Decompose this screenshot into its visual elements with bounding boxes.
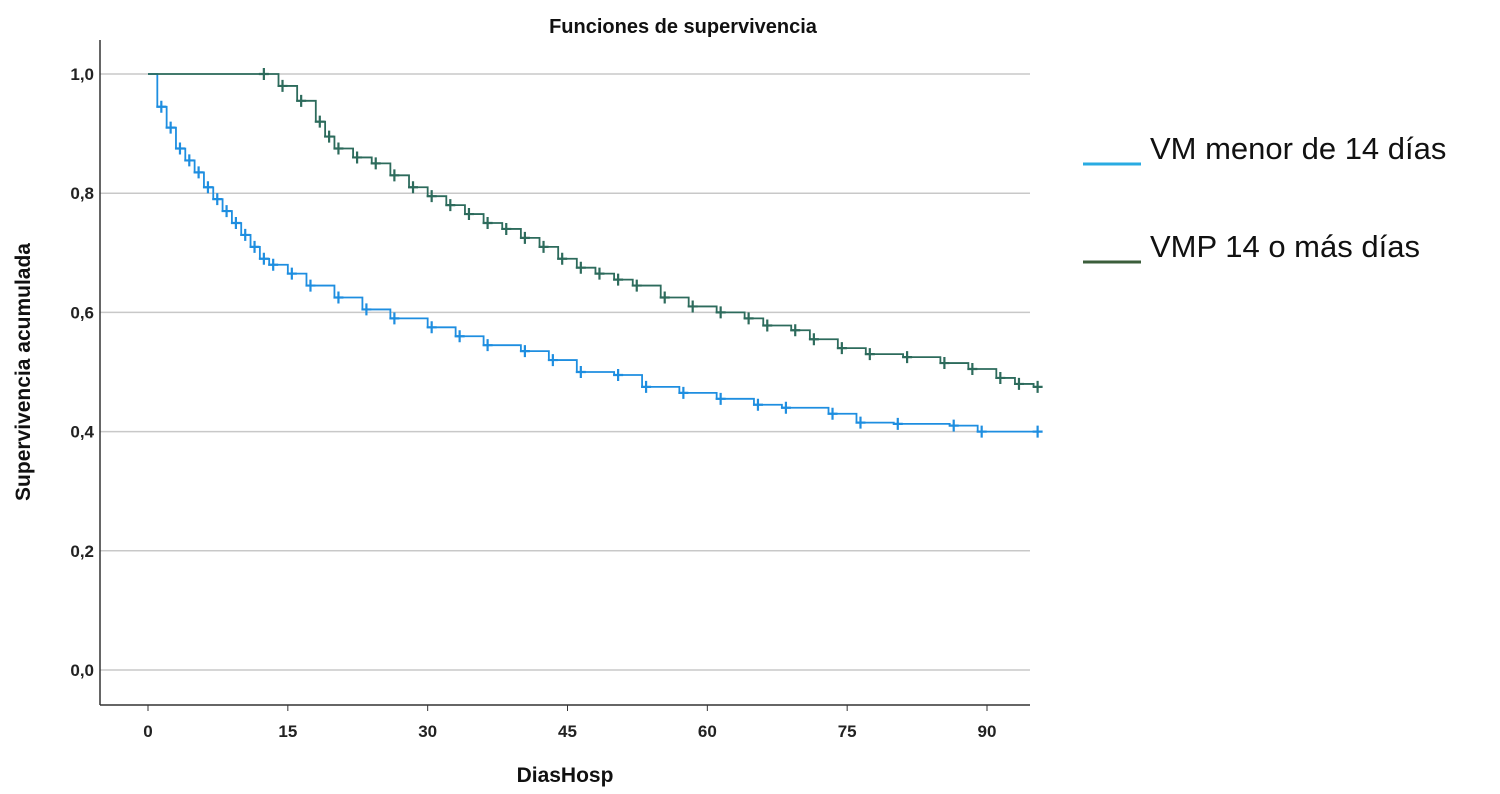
- censor-mark: [156, 100, 167, 113]
- censor-mark: [184, 154, 195, 167]
- y-axis-label: Supervivencia acumulada: [12, 243, 35, 501]
- censor-mark: [249, 240, 260, 253]
- x-tick-label: 30: [418, 722, 437, 741]
- y-tick-label: 0,0: [70, 661, 94, 680]
- censor-mark: [752, 398, 763, 411]
- censor-mark: [482, 339, 493, 352]
- censor-mark: [221, 205, 232, 218]
- survival-curve-1: [148, 73, 1035, 387]
- censor-mark: [1032, 380, 1043, 393]
- censor-mark: [594, 267, 605, 280]
- censor-mark: [314, 115, 325, 128]
- x-tick-label: 90: [978, 722, 997, 741]
- censor-mark: [230, 217, 241, 229]
- censor-mark: [352, 151, 363, 164]
- censor-mark: [389, 312, 400, 325]
- censor-mark: [482, 217, 493, 229]
- censor-mark: [976, 425, 987, 438]
- censor-mark: [174, 142, 185, 155]
- censor-mark: [641, 380, 652, 393]
- censor-mark: [426, 190, 437, 203]
- chart-title: Funciones de supervivencia: [549, 16, 818, 38]
- censor-mark: [1032, 425, 1043, 438]
- censor-mark: [575, 261, 586, 274]
- censor-mark: [967, 363, 978, 376]
- censor-mark: [296, 94, 307, 107]
- censor-mark: [1013, 377, 1024, 390]
- censor-mark: [836, 342, 847, 355]
- censor-mark: [408, 181, 419, 194]
- y-tick-label: 1,0: [70, 65, 94, 84]
- censor-mark: [892, 417, 903, 430]
- censor-mark: [212, 193, 223, 206]
- censor-mark: [286, 267, 297, 280]
- y-tick-label: 0,4: [70, 423, 94, 442]
- censor-mark: [948, 419, 959, 432]
- censor-mark: [762, 319, 773, 332]
- censor-mark: [902, 351, 913, 364]
- censor-mark: [370, 157, 381, 170]
- censor-mark: [855, 416, 866, 429]
- x-tick-label: 45: [558, 722, 577, 741]
- censor-mark: [202, 181, 213, 194]
- censor-mark: [333, 291, 344, 304]
- censor-mark: [268, 258, 279, 271]
- censor-mark: [557, 252, 568, 265]
- censor-mark: [258, 68, 269, 80]
- censor-mark: [687, 300, 698, 313]
- censor-mark: [463, 208, 474, 221]
- censor-mark: [324, 130, 335, 143]
- censor-mark: [519, 345, 530, 358]
- censor-mark: [659, 291, 670, 304]
- y-tick-label: 0,6: [70, 303, 94, 322]
- censor-mark: [454, 330, 465, 343]
- censor-mark: [445, 199, 456, 212]
- x-axis-label: DiasHosp: [517, 764, 614, 787]
- censor-mark: [193, 166, 204, 179]
- censor-mark: [305, 279, 316, 292]
- x-tick-label: 60: [698, 722, 717, 741]
- censor-mark: [613, 368, 624, 381]
- censor-mark: [808, 333, 819, 346]
- censor-mark: [240, 228, 251, 241]
- censor-mark: [864, 348, 875, 361]
- censor-mark: [715, 392, 726, 405]
- censor-mark: [333, 142, 344, 155]
- x-tick-label: 0: [143, 722, 152, 741]
- censor-mark: [361, 303, 372, 316]
- x-tick-label: 15: [278, 722, 297, 741]
- censor-mark: [613, 273, 624, 286]
- legend-label: VMP 14 o más días: [1150, 229, 1420, 264]
- censor-mark: [277, 79, 288, 92]
- censor-mark: [165, 121, 176, 134]
- censor-mark: [780, 401, 791, 414]
- x-tick-label: 75: [838, 722, 857, 741]
- censor-mark: [939, 357, 950, 370]
- censor-mark: [547, 354, 558, 367]
- censor-mark: [426, 321, 437, 334]
- censor-mark: [995, 371, 1006, 384]
- censor-mark: [519, 231, 530, 244]
- censor-mark: [389, 169, 400, 182]
- censor-mark: [258, 252, 269, 265]
- y-tick-label: 0,8: [70, 184, 94, 203]
- censor-mark: [827, 407, 838, 420]
- y-tick-label: 0,2: [70, 542, 94, 561]
- survival-curve-0: [148, 73, 1034, 433]
- censor-mark: [575, 366, 586, 378]
- legend-label: VM menor de 14 días: [1150, 131, 1446, 166]
- censor-mark: [631, 279, 642, 292]
- censor-mark: [678, 386, 689, 399]
- censor-mark: [501, 222, 512, 235]
- censor-mark: [538, 240, 549, 253]
- censor-mark: [743, 312, 754, 325]
- censor-mark: [715, 306, 726, 319]
- censor-mark: [790, 324, 801, 337]
